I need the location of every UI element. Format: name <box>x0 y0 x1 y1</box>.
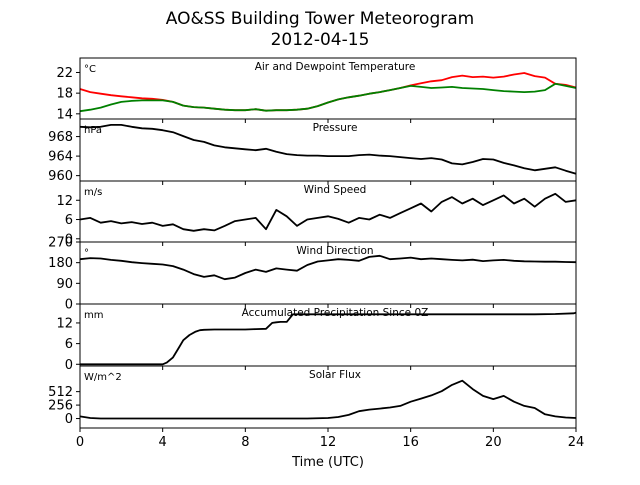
y-tick-label: 968 <box>48 130 73 145</box>
y-tick-label: 960 <box>48 169 73 184</box>
panel-unit-label: hPa <box>84 125 102 136</box>
panel-title: Air and Dewpoint Temperature <box>255 61 416 73</box>
series-line-3-1 <box>79 192 577 232</box>
series-line-4-1 <box>79 254 577 281</box>
panel-title: Accumulated Precipitation Since 0Z <box>242 307 429 319</box>
y-tick-label: 6 <box>65 337 73 352</box>
panel-unit-label: mm <box>84 310 103 321</box>
y-tick-label: 90 <box>56 277 73 292</box>
x-tick-label: 24 <box>568 435 585 450</box>
y-tick-label: 964 <box>48 150 73 165</box>
x-tick-label: 0 <box>76 435 84 450</box>
series-line-6-1 <box>79 379 577 420</box>
panel-unit-label: W/m^2 <box>84 372 122 383</box>
x-tick-label: 20 <box>485 435 502 450</box>
y-tick-label: 12 <box>56 194 73 209</box>
y-tick-label: 22 <box>56 66 73 81</box>
series-line-2-1 <box>79 124 577 175</box>
x-axis: 0 4 8 12 16 20 24 <box>76 435 584 450</box>
y-tick-label: 180 <box>48 256 73 271</box>
x-tick-label: 12 <box>320 435 337 450</box>
y-tick-label: 270 <box>48 236 73 251</box>
series-line-1-2 <box>79 82 577 113</box>
chart-title: AO&SS Building Tower Meteorogram <box>166 9 474 29</box>
panel-title: Wind Speed <box>304 184 367 196</box>
panel-4: 0 90 180 270 ° Wind Direction <box>48 236 577 313</box>
panel-2: 960 964 968 hPa Pressure <box>48 118 577 185</box>
y-tick-label: 6 <box>65 213 73 228</box>
y-tick-label: 18 <box>56 87 73 102</box>
panel-1: 14 18 22 °C Air and Dewpoint Temperature <box>56 57 577 123</box>
series-line-5-1 <box>80 311 577 366</box>
y-tick-label: 0 <box>65 358 73 373</box>
y-tick-label: 512 <box>48 385 73 400</box>
x-tick-label: 16 <box>402 435 419 450</box>
panel-unit-label: m/s <box>84 187 102 198</box>
panel-unit-label: ° <box>84 248 89 259</box>
panel-title: Solar Flux <box>309 369 361 381</box>
panel-title: Pressure <box>313 122 358 134</box>
y-tick-label: 256 <box>48 399 73 414</box>
y-tick-label: 0 <box>65 298 73 313</box>
x-tick-label: 8 <box>241 435 249 450</box>
x-axis-label: Time (UTC) <box>291 455 364 470</box>
panel-5: 0 6 12 mm Accumulated Precipitation Since 0Z <box>56 303 577 373</box>
y-tick-label: 0 <box>65 232 73 247</box>
panel-unit-label: °C <box>84 64 96 75</box>
panel-title: Wind Direction <box>296 245 373 257</box>
x-tick-label: 4 <box>159 435 167 450</box>
chart-subtitle: 2012-04-15 <box>271 30 370 50</box>
y-tick-label: 0 <box>65 412 73 427</box>
y-tick-label: 14 <box>56 107 73 122</box>
y-tick-label: 12 <box>56 316 73 331</box>
